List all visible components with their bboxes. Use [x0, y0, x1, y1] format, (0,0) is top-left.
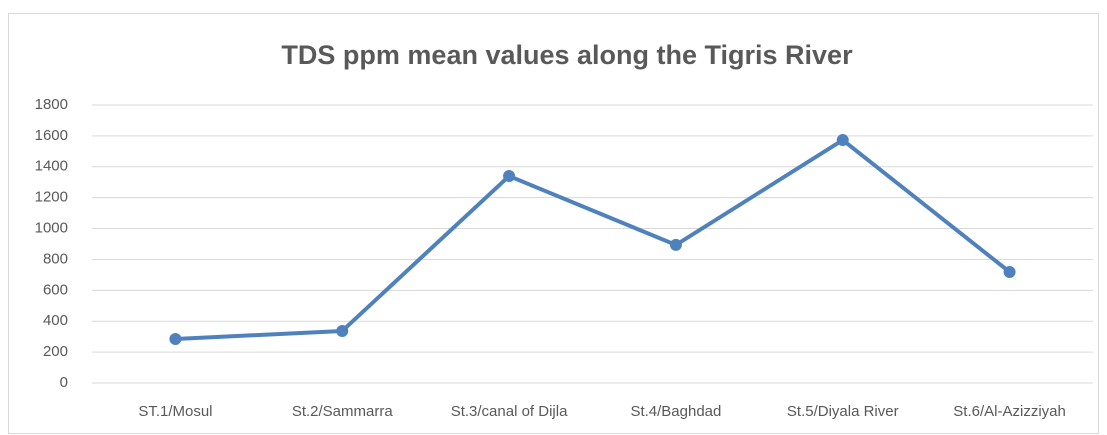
- data-line: [175, 138, 1011, 341]
- chart-border: [8, 13, 1099, 434]
- y-tick-label: 800: [43, 250, 68, 267]
- x-tick-label: St.5/Diyala River: [787, 403, 899, 420]
- data-point: [336, 324, 349, 337]
- y-tick-label: 200: [43, 343, 68, 360]
- data-point: [503, 170, 516, 183]
- x-tick-label: St.6/Al-Azizziyah: [953, 403, 1066, 420]
- data-point: [669, 238, 682, 251]
- x-tick-label: St.3/canal of Dijla: [451, 403, 568, 420]
- x-tick-label: St.4/Baghdad: [630, 403, 721, 420]
- y-tick-label: 1000: [35, 220, 68, 237]
- chart-title: TDS ppm mean values along the Tigris Riv…: [281, 40, 853, 70]
- y-tick-label: 1200: [35, 189, 68, 206]
- y-tick-label: 1400: [35, 158, 68, 175]
- y-tick-label: 0: [60, 374, 68, 391]
- y-tick-label: 600: [43, 281, 68, 298]
- y-tick-label: 1800: [35, 96, 68, 113]
- x-tick-label: ST.1/Mosul: [138, 403, 212, 420]
- x-tick-label: St.2/Sammarra: [292, 403, 394, 420]
- y-tick-label: 400: [43, 312, 68, 329]
- data-point: [1003, 265, 1016, 278]
- y-tick-label: 1600: [35, 127, 68, 144]
- data-point: [169, 332, 182, 345]
- data-point: [836, 134, 849, 147]
